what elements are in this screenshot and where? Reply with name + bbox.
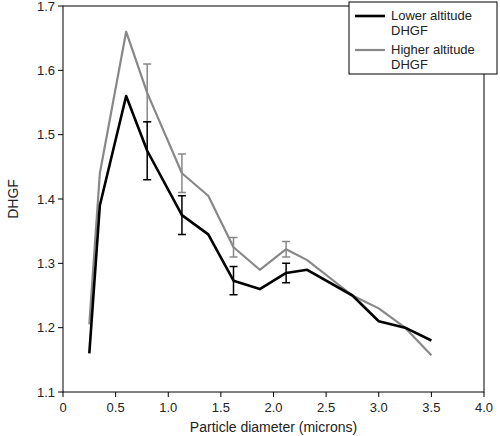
- y-tick: [58, 134, 63, 135]
- x-tick-label: 0: [59, 400, 66, 415]
- series-line: [89, 96, 431, 353]
- x-tick: [326, 392, 327, 397]
- legend-label: Lower altitudeDHGF: [391, 8, 472, 38]
- error-bar: [143, 122, 151, 180]
- x-tick: [168, 392, 169, 397]
- x-tick: [431, 392, 432, 397]
- y-tick-label: 1.1: [37, 385, 55, 400]
- error-bar: [178, 154, 186, 193]
- y-tick-label: 1.6: [37, 63, 55, 78]
- x-tick-label: 2.5: [317, 400, 335, 415]
- x-tick: [63, 392, 64, 397]
- y-tick: [58, 6, 63, 7]
- legend-label-line: Lower altitude: [391, 8, 472, 23]
- plot-frame: [63, 6, 484, 392]
- x-tick-label: 1.5: [212, 400, 230, 415]
- error-bar: [230, 267, 238, 295]
- chart: 0 0.5 1.0 1.5 2.0 2.5 3.0 3.5 4.0 1.1 1.2 1.3 1.4 1.5…: [0, 0, 500, 436]
- x-axis-label: Particle diameter (microns): [190, 419, 357, 435]
- x-tick: [273, 392, 274, 397]
- legend-swatch: [355, 49, 385, 51]
- x-tick: [378, 392, 379, 397]
- legend-label-line: DHGF: [391, 23, 428, 38]
- y-axis-label: DHGF: [5, 179, 21, 219]
- error-bar: [143, 64, 151, 122]
- legend-label-line: Higher altitude: [391, 42, 475, 57]
- x-tick-label: 3.0: [370, 400, 388, 415]
- legend-box: [349, 2, 497, 74]
- y-tick-label: 1.4: [37, 192, 55, 207]
- y-tick: [58, 199, 63, 200]
- legend-swatch: [355, 15, 385, 18]
- plot-area: [89, 32, 431, 356]
- series-line: [89, 32, 431, 356]
- error-bar: [282, 263, 290, 282]
- x-tick: [115, 392, 116, 397]
- y-tick: [58, 392, 63, 393]
- y-tick: [58, 263, 63, 264]
- x-tick-label: 4.0: [475, 400, 493, 415]
- x-tick: [220, 392, 221, 397]
- x-tick-label: 2.0: [264, 400, 282, 415]
- y-tick-label: 1.5: [37, 127, 55, 142]
- legend-label: Higher altitudeDHGF: [391, 42, 475, 72]
- y-tick: [58, 70, 63, 71]
- error-bar: [230, 238, 238, 257]
- y-tick-label: 1.2: [37, 320, 55, 335]
- x-tick-label: 0.5: [107, 400, 125, 415]
- y-tick-label: 1.7: [37, 0, 55, 14]
- x-tick-label: 3.5: [422, 400, 440, 415]
- x-tick: [484, 392, 485, 397]
- legend-label-line: DHGF: [391, 57, 428, 72]
- y-tick: [58, 327, 63, 328]
- error-bar: [178, 196, 186, 235]
- y-tick-label: 1.3: [37, 256, 55, 271]
- x-tick-label: 1.0: [159, 400, 177, 415]
- error-bar: [282, 241, 290, 256]
